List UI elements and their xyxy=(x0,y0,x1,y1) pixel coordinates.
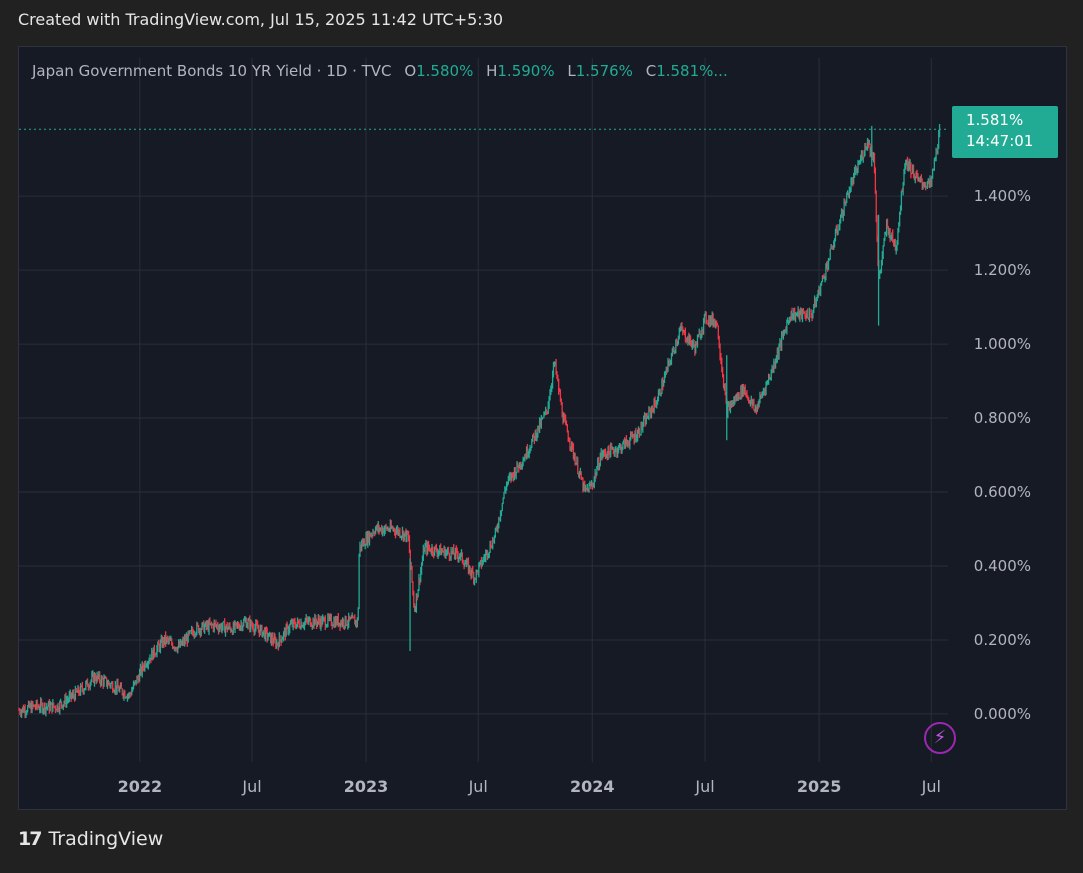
flash-icon[interactable]: ⚡ xyxy=(924,722,956,754)
y-tick-label: 0.400% xyxy=(974,557,1031,575)
y-tick-label: 0.200% xyxy=(974,631,1031,649)
legend-ellipsis: ... xyxy=(713,62,728,80)
y-tick-label: 0.000% xyxy=(974,705,1031,723)
low-value: 1.576% xyxy=(575,62,633,80)
x-tick-label: 2024 xyxy=(570,777,615,796)
low-key: L xyxy=(567,62,576,80)
high-value: 1.590% xyxy=(497,62,555,80)
chart-frame[interactable] xyxy=(18,46,1067,810)
brand-name: TradingView xyxy=(48,828,164,850)
x-tick-label: Jul xyxy=(468,777,488,796)
x-tick-label: 2022 xyxy=(118,777,163,796)
bar-countdown: 14:47:01 xyxy=(966,132,1034,150)
close-value: 1.581% xyxy=(656,62,714,80)
x-tick-label: 2025 xyxy=(797,777,842,796)
x-tick-label: Jul xyxy=(921,777,941,796)
symbol-label: Japan Government Bonds 10 YR Yield · 1D … xyxy=(32,62,392,80)
x-tick-label: Jul xyxy=(694,777,714,796)
y-tick-label: 1.000% xyxy=(974,335,1031,353)
last-price-value: 1.581% xyxy=(966,111,1024,129)
x-tick-label: 2023 xyxy=(344,777,389,796)
chart-attribution-header: Created with TradingView.com, Jul 15, 20… xyxy=(18,10,504,29)
x-tick-label: Jul xyxy=(241,777,261,796)
open-key: O xyxy=(404,62,417,80)
tradingview-logo-icon: 17 xyxy=(18,828,42,850)
y-tick-label: 1.200% xyxy=(974,261,1031,279)
y-tick-label: 0.600% xyxy=(974,483,1031,501)
y-tick-label: 0.800% xyxy=(974,409,1031,427)
close-key: C xyxy=(645,62,657,80)
candles-group xyxy=(18,124,941,719)
ohlc-legend: Japan Government Bonds 10 YR Yield · 1D … xyxy=(32,62,728,80)
y-tick-label: 1.400% xyxy=(974,187,1031,205)
open-value: 1.580% xyxy=(416,62,474,80)
tradingview-logo[interactable]: 17 TradingView xyxy=(18,828,163,850)
high-key: H xyxy=(486,62,498,80)
last-price-badge: 1.581% 14:47:01 xyxy=(952,106,1058,158)
